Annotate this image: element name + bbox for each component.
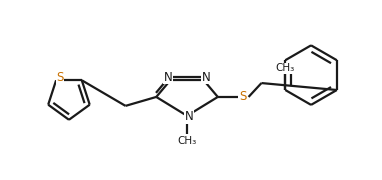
Text: N: N [202,71,210,84]
Text: N: N [164,71,173,84]
Text: CH₃: CH₃ [276,63,295,73]
Text: S: S [57,71,64,84]
Text: S: S [239,90,246,103]
Text: N: N [185,110,193,123]
Text: CH₃: CH₃ [177,136,197,146]
